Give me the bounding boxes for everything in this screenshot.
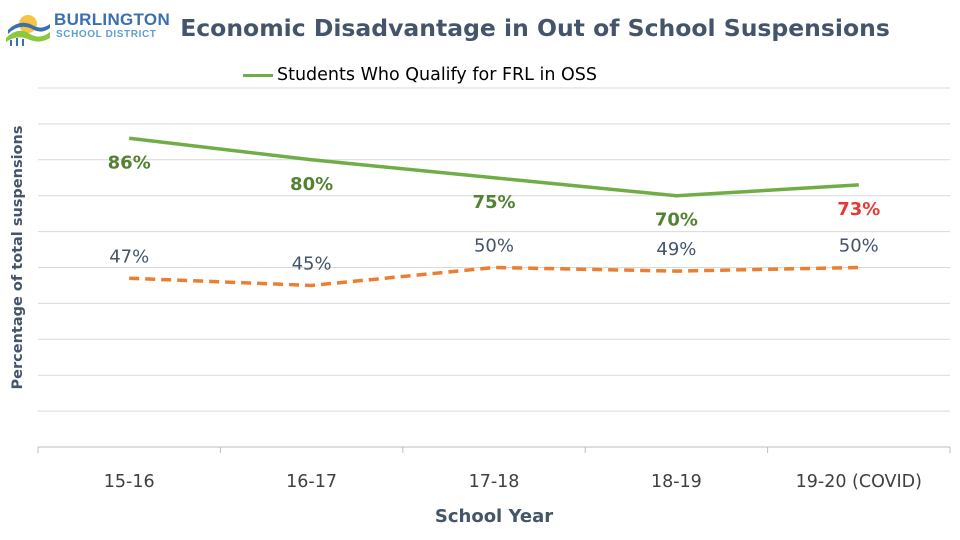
logo-name: BURLINGTON (54, 10, 171, 29)
series-line-1 (129, 265, 859, 288)
gridlines (38, 87, 950, 412)
data-label: 75% (472, 192, 515, 213)
x-tick-labels: 15-16 16-17 17-18 18-19 19-20 (COVID) (104, 472, 922, 492)
chart-legend: Students Who Qualify for FRL in OSS (243, 61, 597, 89)
data-label: 73% (837, 199, 880, 220)
chart-title: Economic Disadvantage in Out of School S… (180, 14, 890, 42)
data-labels: 86% 80% 75% 70% 73% 47% 45% 50% 49% 50% (108, 152, 881, 274)
data-label: 70% (655, 210, 698, 231)
x-tick-label: 17-18 (469, 472, 520, 492)
data-label: 49% (656, 239, 696, 260)
x-axis-label: School Year (435, 506, 553, 527)
series-line-0 (128, 136, 859, 198)
data-label: 47% (109, 246, 149, 267)
logo-subtitle: SCHOOL DISTRICT (56, 29, 157, 40)
data-label: 80% (290, 174, 333, 195)
x-tick-label: 18-19 (651, 472, 702, 492)
legend-swatch-frl (243, 73, 273, 77)
y-axis-label: Percentage of total suspensions (10, 126, 26, 390)
x-tick-label: 16-17 (286, 472, 337, 492)
legend-label-frl: Students Who Qualify for FRL in OSS (277, 65, 597, 85)
x-tick-label: 19-20 (COVID) (796, 472, 922, 492)
data-label: 50% (839, 236, 879, 257)
data-label: 50% (474, 236, 514, 257)
district-logo: BURLINGTON SCHOOL DISTRICT (4, 8, 174, 48)
data-label: 86% (108, 152, 151, 173)
x-tick-label: 15-16 (104, 472, 155, 492)
series-lines (128, 136, 859, 288)
logo-mark-icon (6, 15, 50, 46)
x-axis (37, 446, 951, 453)
data-label: 45% (292, 253, 332, 274)
